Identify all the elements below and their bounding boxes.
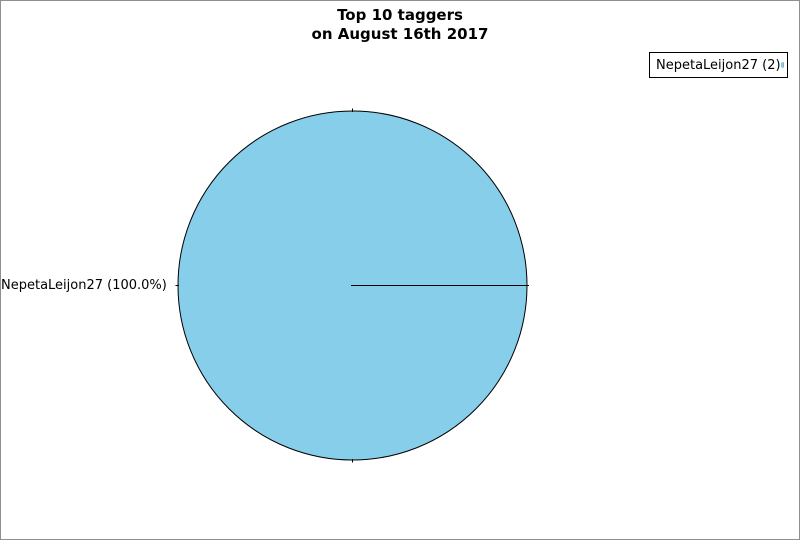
legend-swatch-icon — [780, 62, 784, 68]
chart-title-line2: on August 16th 2017 — [311, 25, 489, 43]
legend-swatch-rect — [780, 62, 784, 68]
legend-entry-label: NepetaLeijon27 (2) — [656, 57, 781, 73]
chart-title-line1: Top 10 taggers — [337, 6, 463, 24]
chart-title: Top 10 taggers on August 16th 2017 — [1, 6, 799, 44]
pie-slice-label: NepetaLeijon27 (100.0%) — [1, 278, 167, 293]
legend: NepetaLeijon27 (2) — [649, 52, 788, 78]
